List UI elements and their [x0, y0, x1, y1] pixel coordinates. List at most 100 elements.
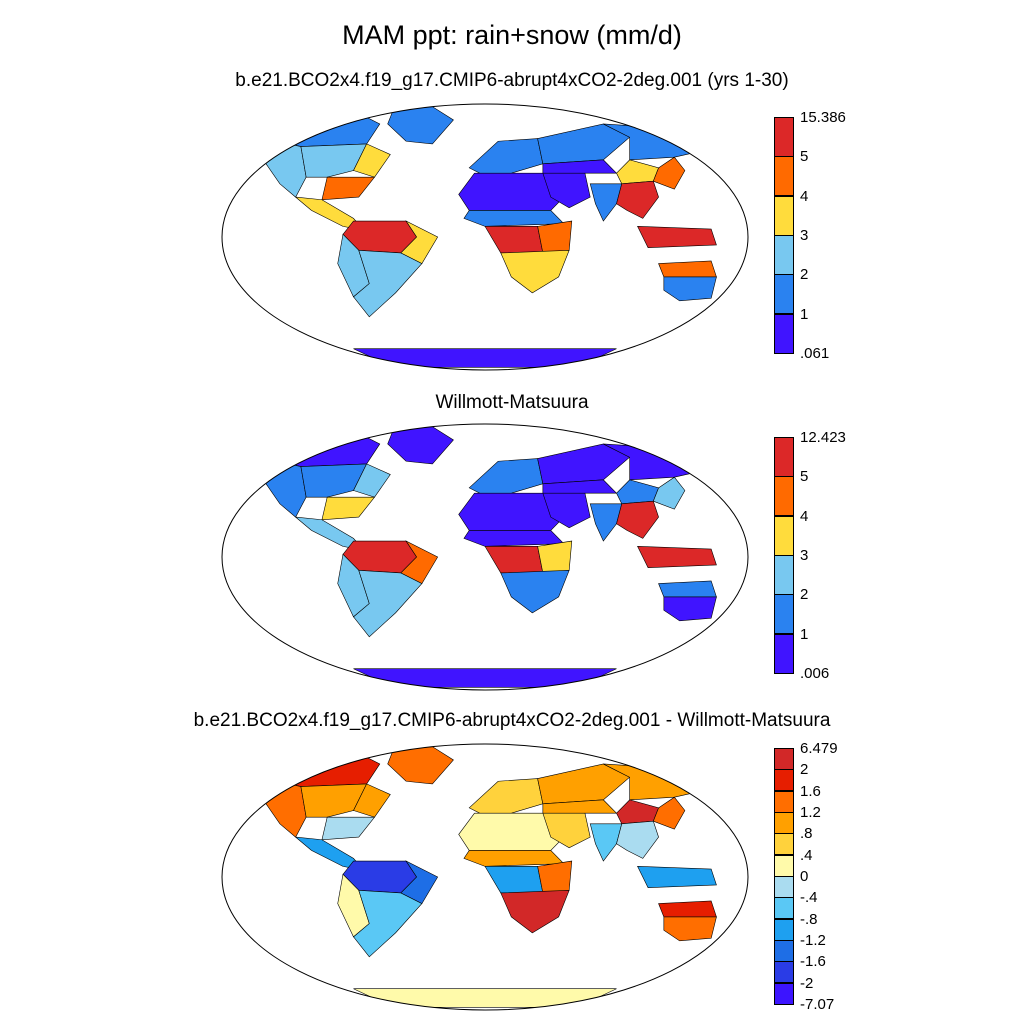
region-south-america-south: [353, 569, 423, 638]
panel-title-diff: b.e21.BCO2x4.f19_g17.CMIP6-abrupt4xCO2-2…: [193, 710, 831, 731]
colorbar-segment: [774, 313, 794, 354]
colorbar-level-label: .8: [800, 825, 813, 843]
region-central-asia: [542, 479, 618, 494]
colorbar-segment: [774, 854, 794, 877]
region-australia-north: [658, 260, 717, 278]
colorbar-min-label: -7.07: [800, 996, 835, 1013]
panel-title-obs: Willmott-Matsuura: [435, 392, 589, 413]
region-southern-africa: [500, 889, 570, 934]
colorbar-level-label: 2: [800, 586, 809, 604]
region-russia: [537, 763, 631, 805]
colorbar-segment: [774, 961, 794, 984]
colorbar-segment: [774, 812, 794, 834]
colorbar-min-label: .061: [800, 345, 830, 362]
region-east-africa: [537, 540, 573, 574]
region-antarctica: [353, 988, 617, 1008]
map-frame: [221, 423, 749, 691]
colorbar-level-label: 1.2: [800, 804, 821, 821]
region-central-asia: [542, 799, 618, 814]
region-na-mid: [300, 463, 368, 498]
colorbar-segment: [774, 195, 794, 236]
colorbar-level-label: 2: [800, 266, 809, 284]
region-australia-interior: [663, 596, 717, 622]
colorbar-segment: [774, 476, 794, 517]
colorbar-segment: [774, 156, 794, 197]
colorbar-max-label: 15.386: [800, 109, 846, 126]
main-title: MAM ppt: rain+snow (mm/d): [342, 20, 682, 50]
region-east-china: [652, 156, 686, 190]
region-russia: [537, 123, 631, 165]
colorbar-segment: [774, 897, 794, 920]
colorbar-level-label: -.8: [800, 910, 818, 928]
region-south-america-south: [353, 249, 423, 318]
colorbar-segment: [774, 515, 794, 556]
region-russia: [537, 443, 631, 485]
colorbar-segment: [774, 594, 794, 635]
colorbar-max-label: 6.479: [800, 740, 838, 757]
region-india: [589, 823, 623, 862]
colorbar-level-label: 1: [800, 625, 809, 643]
colorbar-segment: [774, 555, 794, 595]
region-antarctica: [353, 348, 617, 368]
region-sahel: [463, 210, 565, 227]
colorbar-obs: 12.423 5 4 3 2 1 .006: [774, 429, 846, 682]
region-india: [589, 183, 623, 222]
colorbar-segment: [774, 790, 794, 813]
colorbar-model: 15.386 5 4 3 2 1 .061: [774, 109, 846, 362]
colorbar-min-label: .006: [800, 665, 830, 682]
colorbar-max-label: 12.423: [800, 429, 846, 446]
colorbar-level-label: 2: [800, 761, 809, 779]
colorbar-segment: [774, 117, 794, 157]
region-australia-north: [658, 580, 717, 598]
region-east-africa: [537, 860, 573, 894]
region-east-china: [652, 476, 686, 510]
colorbar-segment: [774, 876, 794, 898]
colorbar-level-label: 5: [800, 148, 809, 166]
colorbar-level-label: -.4: [800, 889, 818, 907]
colorbar-segment: [774, 769, 794, 792]
region-na-southeast: [321, 816, 376, 841]
region-indonesia: [637, 866, 717, 888]
region-australia-interior: [663, 276, 717, 302]
colorbar-level-label: 0: [800, 868, 809, 885]
region-se-asia: [616, 820, 659, 859]
region-central-asia: [542, 159, 618, 174]
colorbar-segment: [774, 274, 794, 315]
region-na-southeast: [321, 496, 376, 521]
region-australia-interior: [663, 916, 717, 942]
region-se-asia: [616, 500, 659, 539]
colorbar-segment: [774, 833, 794, 856]
colorbar-segment: [774, 918, 794, 941]
colorbar-level-label: 1: [800, 305, 809, 323]
region-na-north: [263, 430, 381, 467]
region-sahel: [463, 530, 565, 547]
region-southern-africa: [500, 569, 570, 614]
region-se-asia: [616, 180, 659, 219]
colorbar-level-label: .4: [800, 846, 813, 864]
region-na-mid: [300, 143, 368, 178]
colorbar-level-label: 4: [800, 187, 809, 205]
region-australia-north: [658, 900, 717, 918]
map-obs: [221, 423, 749, 691]
colorbar-diff: 6.479 2 1.6 1.2 .8 .4 0 -.4 -.8 -1.2 -1.6 -2 -7.07: [774, 740, 838, 1013]
colorbar-level-label: -1.6: [800, 953, 826, 971]
panel-title-model: b.e21.BCO2x4.f19_g17.CMIP6-abrupt4xCO2-2…: [235, 70, 789, 91]
colorbar-level-label: 4: [800, 507, 809, 525]
region-na-mid: [300, 783, 368, 818]
map-diff: [221, 743, 749, 1011]
region-east-africa: [537, 220, 573, 254]
region-sahel: [463, 850, 565, 867]
region-na-north: [263, 750, 381, 787]
colorbar-level-label: 3: [800, 547, 809, 564]
colorbar-segment: [774, 748, 794, 770]
region-na-north: [263, 110, 381, 147]
map-frame: [221, 743, 749, 1011]
region-south-america-south: [353, 889, 423, 958]
colorbar-level-label: 3: [800, 227, 809, 244]
region-na-southeast: [321, 176, 376, 201]
region-india: [589, 503, 623, 542]
map-frame: [221, 103, 749, 371]
colorbar-segment: [774, 982, 794, 1005]
region-antarctica: [353, 668, 617, 688]
region-east-china: [652, 796, 686, 830]
